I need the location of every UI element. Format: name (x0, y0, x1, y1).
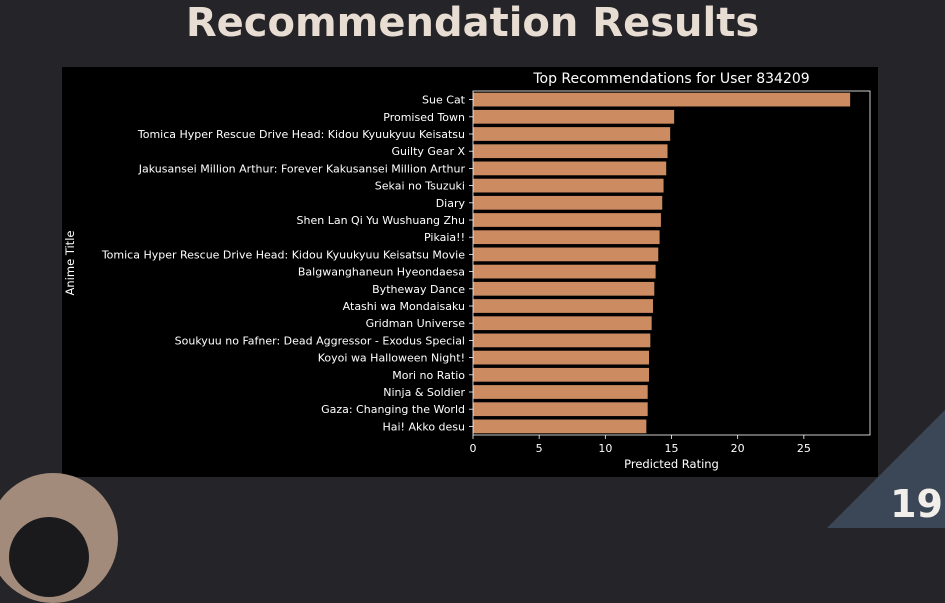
decorative-triangle (827, 410, 945, 528)
bar (473, 195, 663, 210)
slide-title: Recommendation Results (185, 0, 760, 46)
bar (473, 350, 650, 365)
y-tick-label: Koyoi wa Halloween Night! (318, 352, 465, 365)
x-axis-label: Predicted Rating (624, 457, 719, 471)
bar (473, 230, 660, 245)
bar (473, 247, 659, 262)
y-tick-label: Shen Lan Qi Yu Wushuang Zhu (297, 214, 465, 227)
chart-title: Top Recommendations for User 834209 (532, 71, 809, 87)
bar (473, 281, 655, 296)
bar (473, 127, 671, 141)
bar (473, 402, 648, 417)
y-tick-label: Jakusansei Million Arthur: Forever Kakus… (138, 162, 466, 175)
y-tick-label: Ninja & Soldier (383, 386, 465, 399)
y-tick-label: Hai! Akko desu (382, 420, 465, 433)
x-tick-label: 20 (731, 442, 745, 455)
bar (473, 178, 664, 193)
y-tick-label: Diary (436, 197, 466, 210)
page-number: 19 (890, 482, 943, 526)
y-tick-label: Sue Cat (422, 94, 466, 107)
decorative-circle-inner (9, 517, 89, 597)
y-tick-label: Mori no Ratio (392, 369, 465, 382)
y-tick-label: Promised Town (383, 111, 465, 124)
y-tick-label: Gaza: Changing the World (321, 403, 465, 416)
bar (473, 367, 650, 382)
y-tick-label: Balgwanghaneun Hyeondaesa (298, 266, 465, 279)
y-tick-label: Pikaia!! (424, 231, 465, 244)
bar (473, 419, 647, 434)
x-tick-label: 25 (797, 442, 811, 455)
axes-frame (472, 90, 871, 436)
bar (473, 144, 668, 159)
chart-panel: Top Recommendations for User 834209 Sue C… (62, 67, 878, 477)
y-tick-label: Tomica Hyper Rescue Drive Head: Kidou Ky… (101, 248, 465, 261)
y-tick-label: Bytheway Dance (372, 283, 465, 296)
bar-chart: Top Recommendations for User 834209 Sue C… (63, 71, 871, 471)
y-tick-label: Tomica Hyper Rescue Drive Head: Kidou Ky… (137, 128, 465, 141)
bar (473, 333, 651, 348)
y-tick-label: Atashi wa Mondaisaku (343, 300, 465, 313)
bar (473, 264, 656, 279)
y-tick-label: Gridman Universe (366, 317, 466, 330)
x-tick-label: 15 (665, 442, 679, 455)
x-tick-label: 5 (536, 442, 543, 455)
bar (473, 161, 667, 176)
y-tick-label: Soukyuu no Fafner: Dead Aggressor - Exod… (175, 334, 465, 347)
bar (473, 316, 652, 331)
bar (473, 213, 661, 227)
bar (473, 299, 653, 313)
x-tick-label: 0 (470, 442, 477, 455)
y-axis-label: Anime Title (63, 231, 77, 296)
y-tick-label: Guilty Gear X (391, 145, 465, 158)
bar (473, 92, 851, 107)
bar (473, 109, 675, 124)
y-tick-label: Sekai no Tsuzuki (375, 180, 465, 193)
bar (473, 385, 648, 399)
x-tick-label: 10 (598, 442, 612, 455)
